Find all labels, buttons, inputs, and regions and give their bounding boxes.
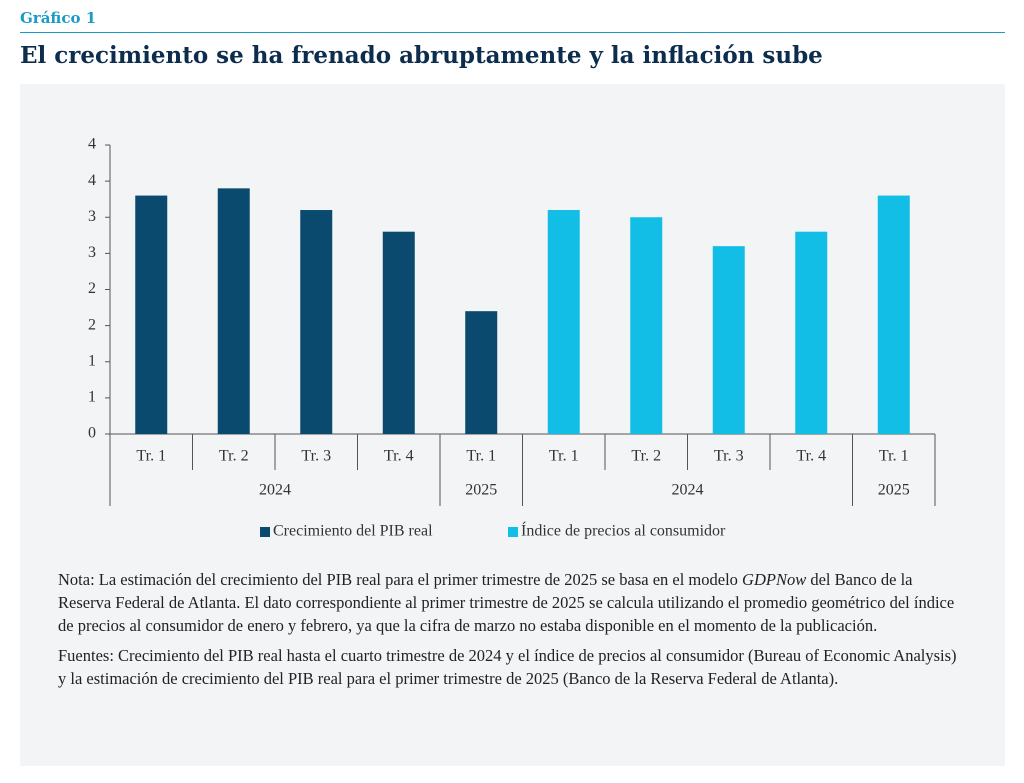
y-tick-label: 3	[88, 244, 96, 261]
note-text: GDPNow	[742, 570, 807, 589]
notes: Nota: La estimación del crecimiento del …	[58, 568, 958, 697]
y-tick-label: 4	[88, 136, 96, 153]
bar	[877, 195, 910, 434]
bar	[630, 217, 663, 434]
chart-title: El crecimiento se ha frenado abruptament…	[20, 42, 823, 69]
group-label: 2024	[672, 482, 704, 499]
x-tick-label: Tr. 1	[549, 448, 579, 465]
x-tick-label: Tr. 1	[136, 448, 166, 465]
sources: Fuentes: Crecimiento del PIB real hasta …	[58, 646, 957, 688]
y-tick-label: 4	[88, 172, 96, 189]
legend-swatch	[260, 527, 270, 537]
bar	[217, 188, 250, 434]
bar	[382, 231, 415, 434]
group-label: 2025	[878, 482, 910, 499]
x-tick-label: Tr. 1	[466, 448, 496, 465]
bar	[712, 246, 745, 434]
note-text: Nota: La estimación del crecimiento del …	[58, 570, 743, 589]
x-tick-label: Tr. 3	[301, 448, 331, 465]
group-label: 2025	[465, 482, 497, 499]
note-text: del Banco de la Reserva Federal de Atlan…	[58, 570, 955, 635]
group-label: 2024	[259, 482, 291, 499]
x-tick-label: Tr. 3	[714, 448, 744, 465]
y-tick-label: 3	[88, 208, 96, 225]
bar	[300, 210, 333, 434]
panel	[20, 84, 1005, 766]
x-tick-label: Tr. 1	[879, 448, 909, 465]
note: Nota: La estimación del crecimiento del …	[58, 568, 958, 637]
rule	[20, 32, 1005, 33]
legend-label: Índice de precios al consumidor	[521, 521, 726, 540]
x-tick-label: Tr. 2	[631, 448, 661, 465]
y-tick-label: 0	[88, 425, 96, 442]
x-tick-label: Tr. 4	[384, 448, 414, 465]
y-tick-label: 2	[88, 316, 96, 333]
bar	[135, 195, 168, 434]
legend-swatch	[508, 527, 518, 537]
y-tick-label: 1	[88, 389, 96, 406]
bar	[547, 210, 580, 434]
bar	[795, 231, 828, 434]
y-tick-label: 1	[88, 352, 96, 369]
y-tick-label: 2	[88, 280, 96, 297]
x-tick-label: Tr. 4	[796, 448, 826, 465]
legend-label: Crecimiento del PIB real	[273, 523, 433, 540]
bar	[465, 311, 498, 434]
x-tick-label: Tr. 2	[219, 448, 249, 465]
chart-label: Gráfico 1	[20, 9, 97, 27]
